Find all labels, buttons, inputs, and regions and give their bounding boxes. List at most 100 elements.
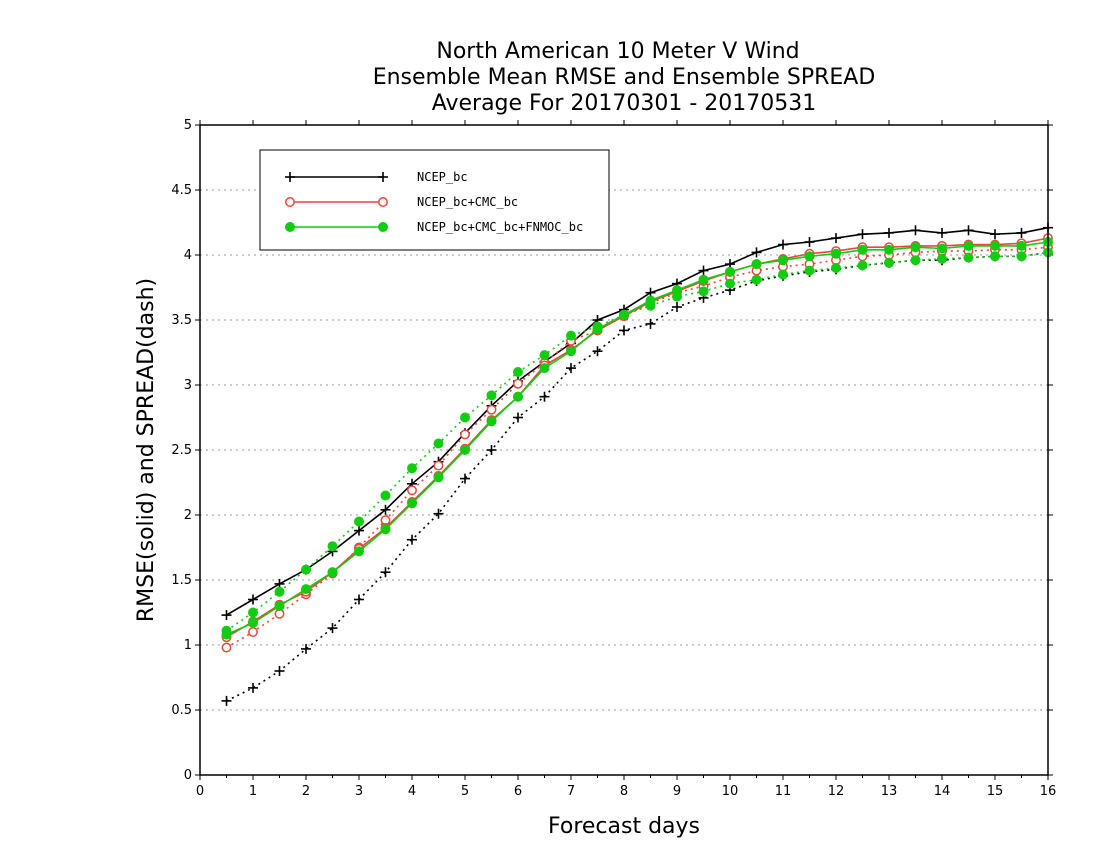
x-tick-label: 8	[620, 784, 628, 799]
series-ncep-bc-cmc-bc-fnmoc-bc-spread-point	[433, 438, 444, 449]
series-ncep-bc-cmc-bc-fnmoc-bc-spread-point	[539, 350, 550, 361]
x-tick-label: 4	[408, 784, 416, 799]
y-tick-label: 2.5	[171, 443, 192, 458]
series-ncep-bc-cmc-bc-fnmoc-bc-spread-point	[857, 260, 868, 271]
series-ncep-bc-spread-point	[221, 695, 232, 706]
gridlines	[200, 189, 1048, 711]
series-ncep-bc-spread-point	[354, 594, 364, 605]
series-ncep-bc-cmc-bc-fnmoc-bc-spread-point	[725, 278, 735, 289]
series-ncep-bc-cmc-bc-fnmoc-bc-spread-point	[566, 330, 576, 341]
axis-ticks: 00.511.522.533.544.550 1 2 3 4 5 6 7 8 9 10 11 12 13 1…	[171, 118, 1056, 799]
series-ncep-bc-cmc-bc-spread-point	[460, 429, 470, 440]
x-tick-label: 12	[828, 784, 845, 799]
series-ncep-bc-cmc-bc-spread	[221, 242, 1053, 653]
legend-label: NCEP_bc+CMC_bc+FNMOC_bc	[417, 220, 583, 234]
series-ncep-bc-spread-point	[539, 391, 550, 402]
chart-title-line-3: Average For 20170301 - 20170531	[432, 91, 817, 116]
legend-label: NCEP_bc	[417, 170, 468, 184]
series-ncep-bc-rmse-point	[698, 265, 709, 276]
series-ncep-bc-cmc-bc-fnmoc-bc-rmse-point	[301, 584, 311, 595]
series-ncep-bc-rmse-point	[831, 233, 841, 244]
series-ncep-bc-cmc-bc-fnmoc-bc-spread-point	[831, 263, 841, 273]
series-ncep-bc-rmse-point	[221, 610, 232, 621]
series-ncep-bc-rmse-point	[937, 227, 947, 238]
series-ncep-bc-rmse-point	[804, 237, 815, 247]
x-tick-label: 6	[514, 784, 522, 799]
series-ncep-bc-rmse-point	[857, 229, 868, 240]
x-tick-label: 16	[1040, 784, 1057, 799]
series-ncep-bc-cmc-bc-fnmoc-bc-rmse-point	[380, 524, 391, 535]
x-tick-label: 0	[196, 784, 204, 799]
series-ncep-bc-cmc-bc-fnmoc-bc-rmse-point	[566, 346, 576, 357]
series-ncep-bc-spread-point	[301, 643, 311, 654]
series-ncep-bc-cmc-bc-fnmoc-bc-rmse-point	[433, 472, 444, 483]
series-ncep-bc-spread-point	[274, 666, 285, 676]
series-ncep-bc-cmc-bc-fnmoc-bc-spread-point	[301, 564, 311, 575]
series-ncep-bc-cmc-bc-spread-point	[221, 642, 232, 653]
legend-swatch-marker	[285, 222, 295, 232]
series-ncep-bc-cmc-bc-fnmoc-bc-rmse-point	[539, 363, 550, 374]
series-ncep-bc-cmc-bc-fnmoc-bc-rmse-point	[486, 416, 497, 427]
series-ncep-bc-cmc-bc-fnmoc-bc-spread-point	[486, 390, 497, 401]
series-ncep-bc-rmse-point	[884, 227, 894, 238]
series-ncep-bc-cmc-bc-fnmoc-bc-rmse-point	[354, 546, 364, 557]
x-tick-label: 3	[355, 784, 363, 799]
series-ncep-bc-spread-point	[592, 346, 603, 357]
y-tick-label: 3	[184, 378, 192, 393]
series-ncep-bc-spread-point	[619, 325, 629, 336]
series-ncep-bc-cmc-bc-fnmoc-bc-spread-point	[963, 252, 974, 263]
series-ncep-bc-cmc-bc-fnmoc-bc-rmse-point	[963, 240, 974, 251]
series-ncep-bc-rmse-point	[778, 239, 788, 250]
series-ncep-bc-cmc-bc-fnmoc-bc-rmse-point	[619, 309, 629, 320]
series-layer	[221, 222, 1053, 706]
series-ncep-bc-cmc-bc-fnmoc-bc-spread-point	[274, 586, 285, 597]
series-ncep-bc-rmse-point	[354, 525, 364, 536]
series-ncep-bc-cmc-bc-fnmoc-bc-rmse-point	[407, 498, 417, 509]
x-tick-label: 10	[722, 784, 739, 799]
series-ncep-bc-cmc-bc-fnmoc-bc-rmse-point	[221, 629, 232, 640]
legend-swatch-marker	[378, 172, 388, 182]
series-ncep-bc-cmc-bc-fnmoc-bc-rmse-point	[698, 274, 709, 285]
legend-swatch-marker	[378, 197, 388, 207]
series-ncep-bc-rmse-point	[1016, 227, 1027, 238]
series-ncep-bc-cmc-bc-fnmoc-bc-spread-point	[380, 490, 391, 501]
series-ncep-bc-cmc-bc-fnmoc-bc-rmse-point	[672, 285, 682, 296]
x-tick-label: 9	[673, 784, 681, 799]
series-ncep-bc-cmc-bc-fnmoc-bc-rmse	[221, 237, 1053, 640]
series-ncep-bc-cmc-bc-fnmoc-bc-rmse-point	[857, 244, 868, 255]
y-tick-label: 1	[184, 638, 192, 653]
legend: NCEP_bc NCEP_bc+CMC_bc NCEP_bc+CMC_bc+FNMO…	[259, 149, 610, 251]
series-ncep-bc-cmc-bc-fnmoc-bc-rmse-point	[460, 445, 470, 455]
series-ncep-bc-spread-point	[407, 534, 417, 545]
series-ncep-bc-rmse-point	[990, 229, 1000, 240]
series-ncep-bc-cmc-bc-spread-point	[486, 404, 497, 415]
series-ncep-bc-cmc-bc-fnmoc-bc-spread-point	[804, 265, 815, 276]
series-ncep-bc-rmse-point	[910, 225, 921, 236]
series-ncep-bc-rmse-point	[380, 504, 391, 515]
series-ncep-bc-cmc-bc-fnmoc-bc-rmse-point	[592, 324, 603, 335]
series-ncep-bc-spread-point	[460, 473, 470, 484]
series-ncep-bc-spread-point	[433, 508, 444, 519]
series-ncep-bc-rmse-point	[248, 594, 258, 605]
series-ncep-bc-cmc-bc-fnmoc-bc-spread-point	[327, 541, 338, 552]
y-tick-label: 0	[184, 768, 192, 783]
series-ncep-bc-spread	[221, 247, 1053, 706]
y-tick-label: 4.5	[171, 183, 192, 198]
series-ncep-bc-cmc-bc-fnmoc-bc-rmse-point	[327, 567, 338, 578]
legend-swatch-marker	[285, 197, 295, 207]
series-ncep-bc-cmc-bc-spread-point	[407, 485, 417, 496]
legend-swatch-marker	[285, 172, 295, 182]
x-tick-label: 15	[987, 784, 1004, 799]
series-ncep-bc-cmc-bc-fnmoc-bc-rmse-point	[778, 255, 788, 266]
series-ncep-bc-rmse	[221, 222, 1053, 621]
y-axis-label: RMSE(solid) and SPREAD(dash)	[134, 278, 159, 622]
series-ncep-bc-cmc-bc-fnmoc-bc-spread-point	[460, 412, 470, 423]
series-ncep-bc-cmc-bc-spread-point	[513, 378, 523, 389]
series-ncep-bc-cmc-bc-fnmoc-bc-rmse-point	[884, 244, 894, 255]
series-ncep-bc-cmc-bc-fnmoc-bc-spread-point	[248, 607, 258, 618]
y-tick-label: 2	[184, 508, 192, 523]
series-ncep-bc-cmc-bc-fnmoc-bc-spread-point	[698, 286, 709, 297]
series-ncep-bc-rmse-point	[751, 247, 762, 258]
series-ncep-bc-cmc-bc-fnmoc-bc-rmse-point	[645, 295, 656, 306]
